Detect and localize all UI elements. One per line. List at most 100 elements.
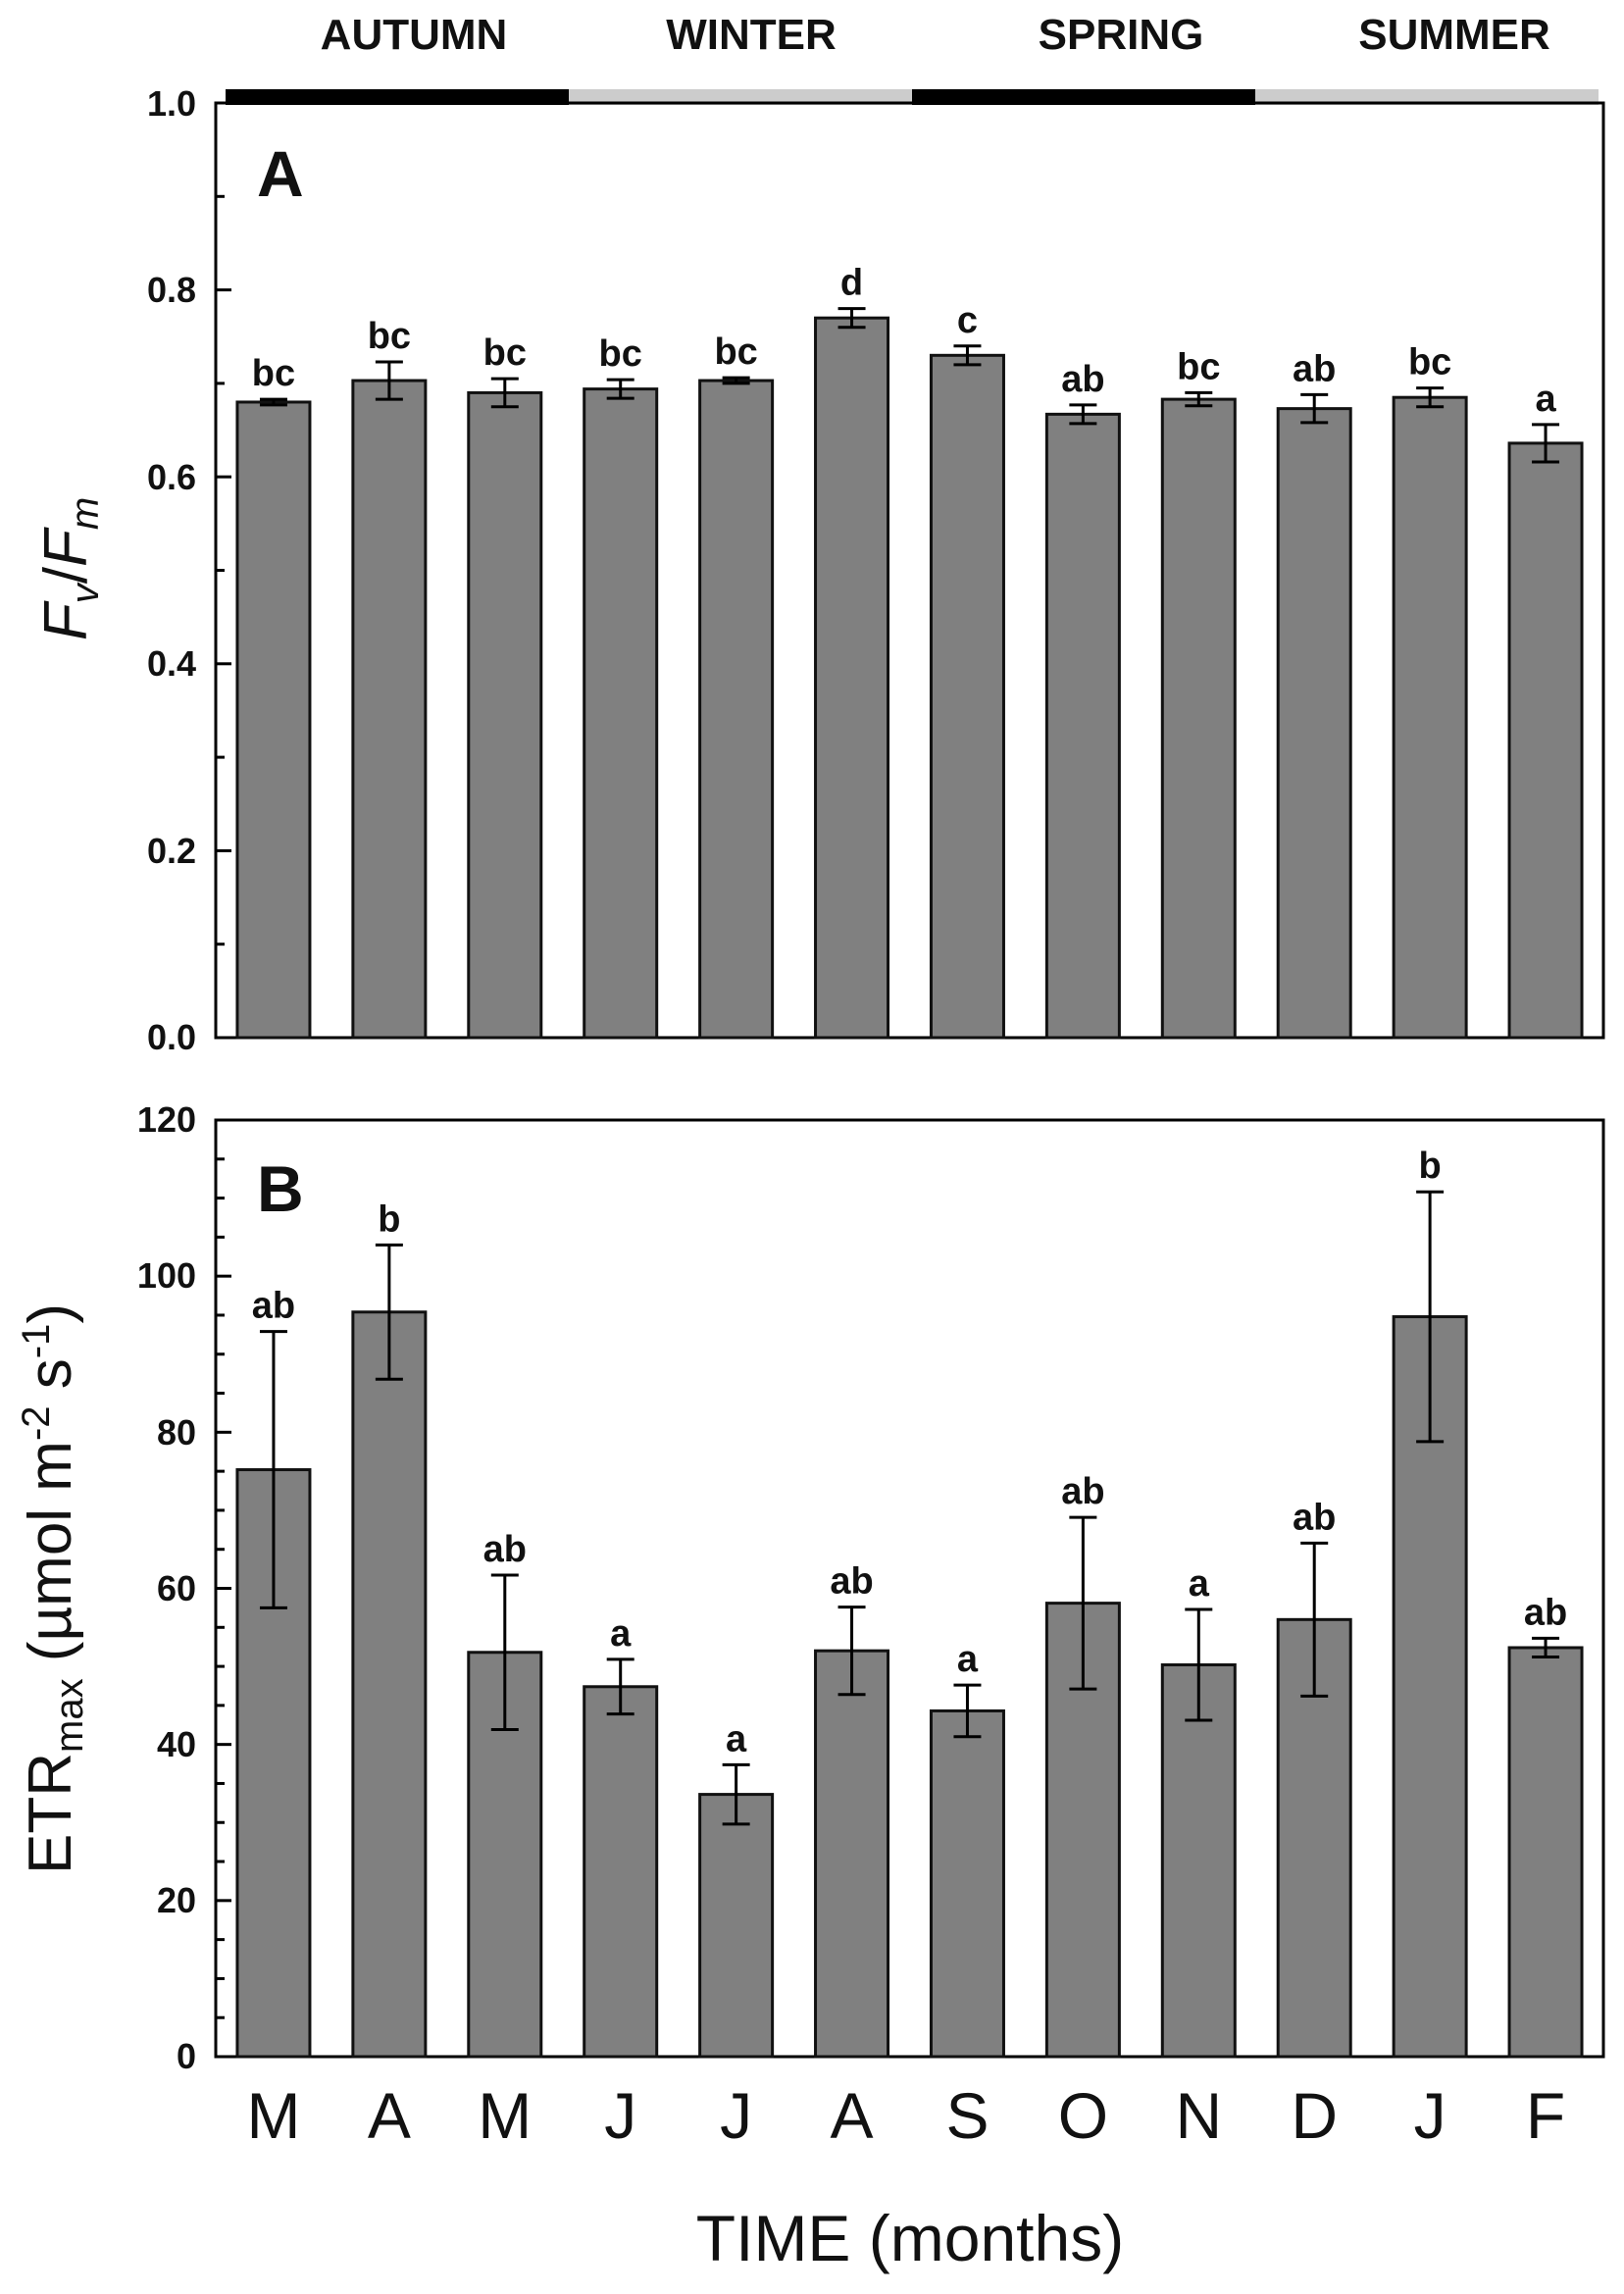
panel-b-ylabel-sup1: -2 — [15, 1405, 58, 1441]
month-label: J — [1414, 2079, 1446, 2152]
bar — [1044, 412, 1121, 1040]
panel-a-bars — [235, 307, 1584, 1040]
panel-a-significance-labels: bc bc bc bc bc d c ab bc ab bc a — [252, 263, 1557, 420]
panel-b-ytick-label: 20 — [157, 1880, 196, 1920]
panel-a-sig-label: ab — [1293, 348, 1336, 389]
panel-b-ytick-label: 100 — [137, 1255, 196, 1296]
panel-a-sig-label: bc — [483, 332, 527, 374]
panel-a-ytick-label: 0.8 — [147, 270, 196, 310]
season-bar — [569, 89, 912, 105]
panel-b-ytick-label: 80 — [157, 1412, 196, 1453]
bar — [583, 387, 659, 1040]
month-label: J — [720, 2079, 752, 2152]
panel-b-sig-label: a — [610, 1613, 632, 1655]
month-label: F — [1526, 2079, 1565, 2152]
panel-a-ytick-label: 0.6 — [147, 457, 196, 497]
panel-a-y-tick-labels: 0.0 0.2 0.4 0.6 0.8 1.0 — [147, 83, 196, 1057]
season-labels: AUTUMN WINTER SPRING SUMMER — [321, 11, 1550, 59]
panel-b-month-labels: M A M J J A S O N D J F — [246, 2079, 1565, 2152]
bar — [929, 353, 1005, 1040]
panel-b-y-tick-labels: 0 20 40 60 80 100 120 — [137, 1099, 196, 2076]
month-label: N — [1175, 2079, 1222, 2152]
season-bar — [1255, 89, 1599, 105]
panel-a-ylabel-slash: / — [32, 566, 100, 584]
panel-b-ylabel-main: ETR — [17, 1753, 84, 1874]
month-label: O — [1058, 2079, 1108, 2152]
season-label-summer: SUMMER — [1358, 11, 1550, 59]
panel-b-sig-label: a — [1189, 1563, 1210, 1605]
month-label: D — [1291, 2079, 1338, 2152]
panel-a-letter: A — [257, 137, 304, 210]
panel-a-ylabel-f: F — [32, 600, 100, 640]
month-label: A — [368, 2079, 411, 2152]
panel-a-y-axis-title: Fv/Fm — [32, 497, 107, 640]
panel-a-sig-label: ab — [1061, 359, 1104, 400]
panel-b-ylabel-sub: max — [48, 1678, 91, 1753]
panel-a-y-ticks — [216, 101, 231, 1040]
panel-b-ytick-label: 40 — [157, 1724, 196, 1764]
panel-b-ytick-label: 60 — [157, 1568, 196, 1608]
panel-b-sig-label: b — [378, 1198, 400, 1240]
panel-a-sig-label: bc — [599, 333, 642, 375]
bar — [351, 379, 428, 1040]
panel-a-ytick-label: 0.2 — [147, 831, 196, 871]
season-label-spring: SPRING — [1039, 11, 1204, 59]
panel-b-ylabel-units-b: s — [17, 1358, 84, 1405]
panel-b-sig-label: b — [1419, 1146, 1442, 1187]
bar — [929, 1708, 1005, 2059]
panel-b: B 0 20 40 60 80 100 120 ab b ab a a ab a… — [15, 1099, 1605, 2152]
panel-b-ytick-label: 120 — [137, 1099, 196, 1140]
bar — [698, 379, 775, 1040]
panel-b-y-ticks — [216, 1118, 231, 2059]
season-label-autumn: AUTUMN — [321, 11, 508, 59]
panel-b-bars — [235, 1190, 1584, 2059]
panel-b-ytick-label: 0 — [177, 2036, 196, 2076]
panel-b-significance-labels: ab b ab a a ab a ab a ab b ab — [252, 1146, 1567, 1759]
panel-a-ytick-label: 1.0 — [147, 83, 196, 124]
panel-b-sig-label: ab — [252, 1286, 295, 1327]
panel-b-ylabel-close: ) — [17, 1303, 84, 1324]
bar — [351, 1310, 428, 2059]
month-label: S — [945, 2079, 989, 2152]
panel-b-ylabel-units-a: (µmol m — [17, 1441, 84, 1678]
panel-a-sig-label: bc — [368, 316, 411, 357]
panel-a: A 0.0 0.2 0.4 0.6 0.8 1.0 bc bc bc bc bc… — [32, 83, 1605, 1057]
panel-a-sig-label: bc — [714, 331, 757, 373]
bar — [1276, 407, 1352, 1040]
bar — [1392, 395, 1468, 1040]
month-label: A — [831, 2079, 874, 2152]
panel-a-sig-label: bc — [1177, 346, 1220, 387]
bar — [235, 400, 312, 1040]
panel-b-sig-label: ab — [483, 1529, 527, 1570]
bar — [814, 316, 890, 1040]
season-bars — [226, 89, 1599, 105]
panel-a-sig-label: bc — [1408, 342, 1451, 383]
panel-a-ylabel-m: m — [64, 497, 107, 530]
month-label: M — [478, 2079, 532, 2152]
panel-b-sig-label: a — [957, 1639, 979, 1680]
bar — [814, 1649, 890, 2059]
panel-a-ylabel-f2: F — [32, 527, 100, 567]
panel-b-sig-label: ab — [830, 1561, 873, 1603]
season-bar — [226, 89, 569, 105]
panel-b-ylabel-sup2: -1 — [15, 1324, 58, 1359]
panel-a-sig-label: c — [957, 300, 978, 341]
month-label: M — [246, 2079, 300, 2152]
bar — [698, 1793, 775, 2059]
bar — [467, 390, 543, 1040]
season-bar — [912, 89, 1255, 105]
panel-a-ytick-label: 0.0 — [147, 1017, 196, 1057]
panel-a-sig-label: bc — [252, 353, 295, 394]
month-label: J — [604, 2079, 636, 2152]
panel-a-ylabel-v: v — [64, 582, 107, 603]
bar — [583, 1685, 659, 2059]
season-label-winter: WINTER — [666, 11, 837, 59]
bar — [1160, 397, 1237, 1040]
bar — [1507, 441, 1584, 1040]
panel-b-sig-label: ab — [1061, 1471, 1104, 1512]
panel-a-sig-label: a — [1535, 379, 1556, 420]
panel-b-letter: B — [257, 1152, 304, 1225]
bar — [1507, 1646, 1584, 2059]
panel-b-sig-label: ab — [1293, 1497, 1336, 1538]
